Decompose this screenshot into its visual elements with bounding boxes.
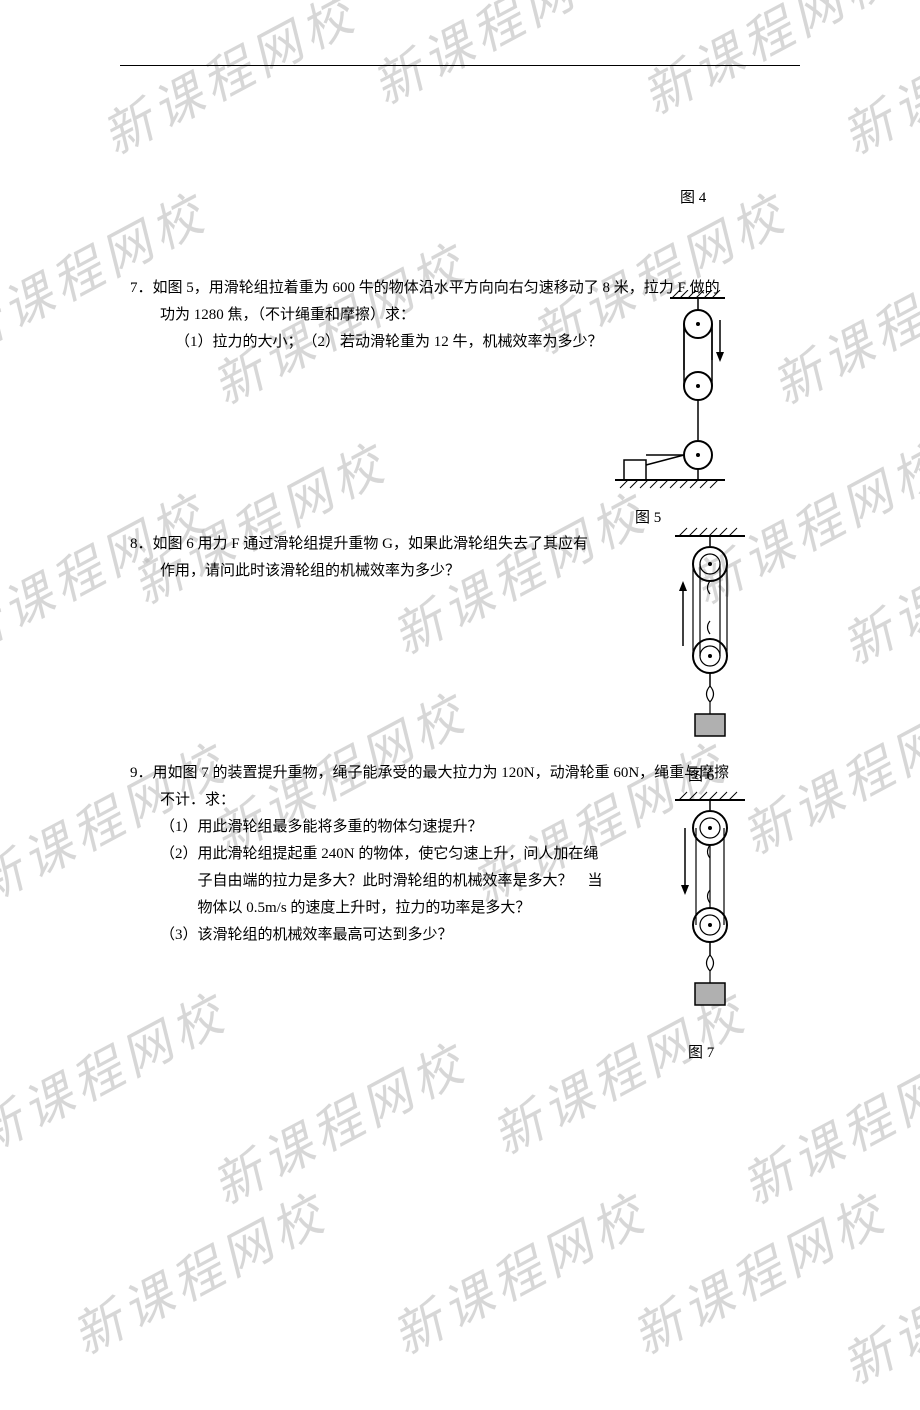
page-content: 图 4 7．如图 5，用滑轮组拉着重为 600 牛的物体沿水平方向向右匀速移动了… bbox=[130, 80, 800, 979]
problem-9-line3e: （3）该滑轮组的机械效率最高可达到多少？ bbox=[130, 922, 650, 949]
problem-8-num: 8． bbox=[130, 536, 153, 552]
problem-9-line1: 9．用如图 7 的装置提升重物，绳子能承受的最大拉力为 120N，动滑轮重 60… bbox=[130, 760, 800, 787]
problem-9: 9．用如图 7 的装置提升重物，绳子能承受的最大拉力为 120N，动滑轮重 60… bbox=[130, 760, 800, 949]
figure-7-label: 图 7 bbox=[688, 1040, 714, 1067]
figure-4-label: 图 4 bbox=[680, 185, 706, 212]
problem-9-line3a: （1）用此滑轮组最多能将多重的物体匀速提升？ bbox=[130, 814, 650, 841]
page-top-rule bbox=[120, 65, 800, 66]
problem-7-line3: （1）拉力的大小； （2）若动滑轮重为 12 牛，机械效率为多少？ bbox=[130, 329, 665, 356]
problem-7-line2: 功为 1280 焦，（不计绳重和摩擦）求： bbox=[130, 302, 650, 329]
problem-9-line3d: 物体以 0.5m/s 的速度上升时，拉力的功率是多大？ bbox=[130, 895, 688, 922]
problem-7: 7．如图 5，用滑轮组拉着重为 600 牛的物体沿水平方向向右匀速移动了 8 米… bbox=[130, 275, 800, 356]
figure-6 bbox=[665, 526, 755, 756]
problem-8: 8．如图 6 用力 F 通过滑轮组提升重物 G，如果此滑轮组失去了其应有 作用，… bbox=[130, 531, 800, 585]
problem-9-line3c: 子自由端的拉力是多大？此时滑轮组的机械效率是多大？ 当 bbox=[130, 868, 688, 895]
problem-8-line2: 作用，请问此时该滑轮组的机械效率为多少？ bbox=[130, 558, 650, 585]
problem-8-line1: 8．如图 6 用力 F 通过滑轮组提升重物 G，如果此滑轮组失去了其应有 bbox=[130, 531, 620, 558]
figure-7 bbox=[665, 790, 755, 1025]
problem-9-line2: 不计．求： bbox=[130, 787, 650, 814]
figure-5-label: 图 5 bbox=[635, 505, 661, 532]
problem-9-num: 9． bbox=[130, 765, 153, 781]
figure-5 bbox=[610, 290, 740, 495]
problem-7-num: 7． bbox=[130, 280, 153, 296]
problem-9-line3b: （2）用此滑轮组提起重 240N 的物体，使它匀速上升，问人加在绳 bbox=[130, 841, 650, 868]
